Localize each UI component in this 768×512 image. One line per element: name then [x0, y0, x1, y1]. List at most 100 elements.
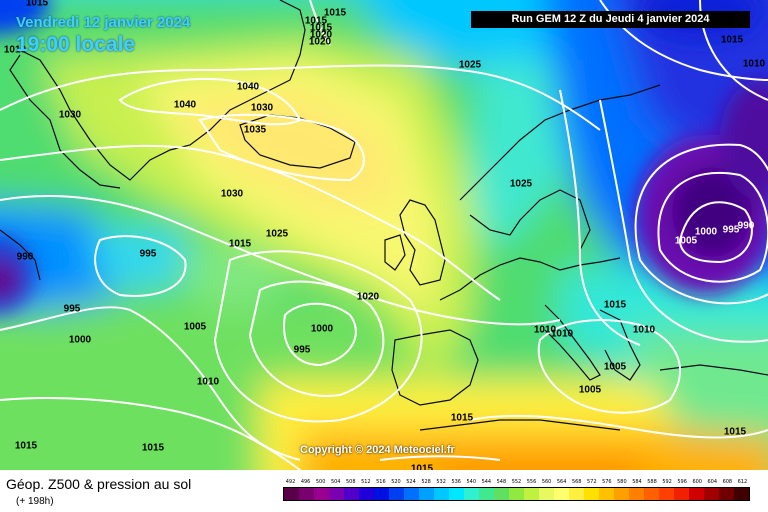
scale-swatch	[374, 488, 389, 500]
isobar-label: 1020	[309, 37, 332, 48]
color-scale-legend: 492 496 500 504 508 512 516 520 524 528 532 536 540 5…	[283, 479, 750, 501]
isobar-label: 1030	[221, 189, 244, 200]
isobar-label: 1005	[604, 362, 627, 373]
scale-swatch	[284, 488, 299, 500]
scale-swatch	[569, 488, 584, 500]
isobar-label: 1025	[266, 229, 289, 240]
isobar-label: 990	[738, 221, 755, 232]
isobar-label: 995	[723, 225, 740, 236]
isobar-label: 1025	[459, 60, 482, 71]
isobar-label: 1040	[237, 82, 260, 93]
scale-label: 592	[662, 479, 672, 485]
scale-label: 548	[496, 479, 507, 485]
z500-color-field	[0, 0, 768, 470]
isobar-label: 1000	[695, 227, 718, 238]
forecast-lead-time: (+ 198h)	[16, 496, 54, 507]
isobar-label: 1015	[310, 23, 333, 34]
scale-label: 532	[436, 479, 446, 485]
scale-label: 520	[391, 479, 401, 485]
scale-label: 596	[677, 479, 687, 485]
scale-swatch	[359, 488, 374, 500]
scale-label: 580	[617, 479, 627, 485]
scale-swatch	[614, 488, 629, 500]
scale-swatch	[389, 488, 404, 500]
scale-label: 576	[602, 479, 612, 485]
isobar-label: 1015	[604, 300, 627, 311]
color-scale-bar	[283, 487, 750, 501]
scale-swatch	[599, 488, 614, 500]
isobar-label: 1025	[510, 179, 533, 190]
isobar-label: 1000	[69, 335, 92, 346]
isobar-label: 1015	[451, 413, 474, 424]
isobar-label: 1000	[311, 324, 334, 335]
scale-label: 536	[451, 479, 461, 485]
isobar-label: 1015	[305, 16, 328, 27]
isobars	[0, 0, 768, 470]
scale-swatch	[449, 488, 464, 500]
scale-swatch	[419, 488, 434, 500]
scale-label: 512	[361, 479, 371, 485]
isobar-label: 1035	[244, 125, 267, 136]
weather-map: 1015 1015 1015 1015 1020 1020 1010 1015 1010 1025…	[0, 0, 768, 470]
copyright-notice: Copyright © 2024 Meteociel.fr	[300, 444, 455, 456]
scale-swatch	[689, 488, 704, 500]
isobar-label: 1005	[184, 322, 207, 333]
isobar-label: 1030	[59, 110, 82, 121]
isobar-label: 1015	[411, 464, 434, 470]
isobar-label: 1020	[310, 30, 333, 41]
scale-swatch	[584, 488, 599, 500]
isobar-label: 1015	[229, 239, 252, 250]
scale-label: 540	[466, 479, 477, 485]
scale-label: 572	[587, 479, 597, 485]
scale-swatch	[554, 488, 569, 500]
scale-swatch	[539, 488, 554, 500]
scale-label: 504	[330, 479, 341, 485]
scale-label: 612	[737, 479, 748, 485]
isobar-label: 1005	[675, 236, 698, 247]
scale-label: 508	[346, 479, 356, 485]
isobar-label: 1015	[721, 35, 744, 46]
scale-label: 608	[722, 479, 733, 485]
scale-swatch	[494, 488, 509, 500]
scale-swatch	[644, 488, 659, 500]
forecast-date: Vendredi 12 janvier 2024	[16, 14, 191, 31]
model-run-banner: Run GEM 12 Z du Jeudi 4 janvier 2024	[471, 11, 750, 28]
scale-swatch	[674, 488, 689, 500]
isobar-label: 1010	[534, 325, 557, 336]
scale-label: 492	[285, 479, 296, 485]
isobar-label: 1015	[26, 0, 49, 9]
scale-label: 528	[421, 479, 431, 485]
color-scale-labels: 492 496 500 504 508 512 516 520 524 528 532 536 540 5…	[283, 479, 750, 485]
isobar-label: 995	[64, 304, 81, 315]
scale-label: 560	[541, 479, 552, 485]
isobar-labels: 1015101510151015102010201010101510101025…	[4, 0, 766, 470]
forecast-time: 19:00 locale	[16, 33, 136, 56]
isobar-label: 1020	[357, 292, 380, 303]
isobar-label: 1010	[633, 325, 656, 336]
map-title: Géop. Z500 & pression au sol	[6, 476, 192, 492]
scale-label: 496	[300, 479, 311, 485]
scale-swatch	[314, 488, 329, 500]
isobar-label: 1015	[15, 441, 38, 452]
scale-label: 500	[315, 479, 326, 485]
scale-swatch	[509, 488, 524, 500]
isobar-label: 1005	[579, 385, 602, 396]
scale-swatch	[434, 488, 449, 500]
isobar-label: 1030	[251, 103, 274, 114]
scale-label: 588	[647, 479, 657, 485]
isobar-label: 1010	[743, 59, 766, 70]
isobar-label: 995	[294, 345, 311, 356]
scale-swatch	[329, 488, 344, 500]
scale-swatch	[629, 488, 644, 500]
scale-swatch	[659, 488, 674, 500]
isobar-label: 1040	[174, 100, 197, 111]
isobar-label: 990	[17, 252, 34, 263]
scale-label: 564	[556, 479, 567, 485]
scale-label: 556	[526, 479, 537, 485]
isobar-label: 1015	[324, 8, 347, 19]
geopotential-map: 1015101510151015102010201010101510101025…	[0, 0, 768, 470]
isobar-label: 995	[140, 249, 157, 260]
scale-swatch	[479, 488, 494, 500]
scale-label: 600	[692, 479, 702, 485]
